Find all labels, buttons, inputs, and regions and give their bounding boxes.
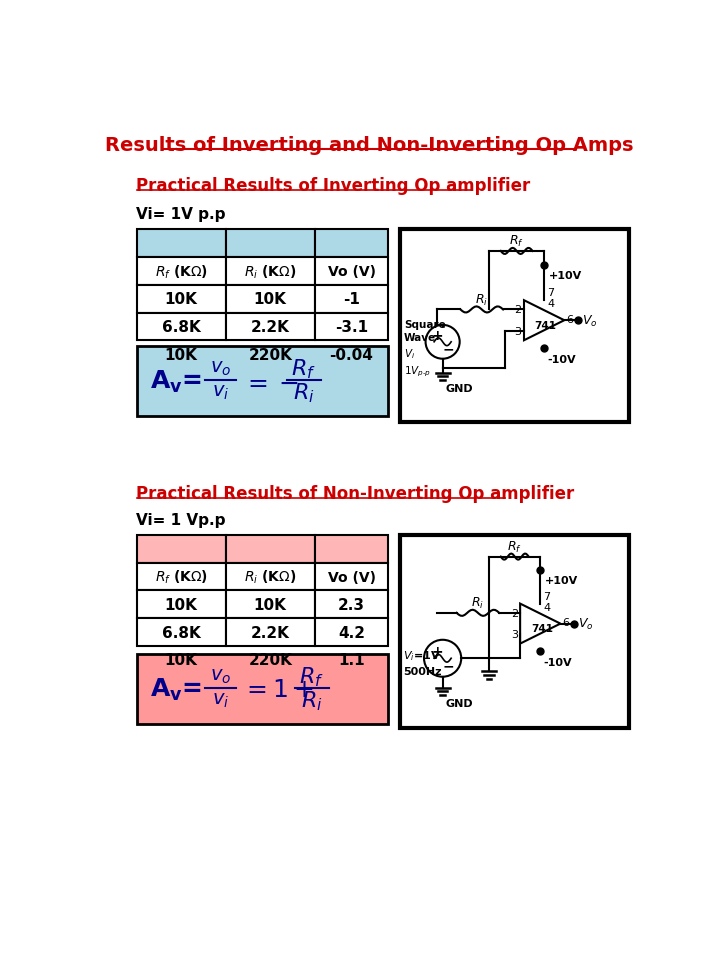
Text: -10V: -10V (547, 355, 576, 364)
Text: +10V: +10V (545, 576, 578, 586)
Text: $R_i$ (K$\Omega$): $R_i$ (K$\Omega$) (244, 263, 297, 280)
Text: $\mathit{v_i}$: $\mathit{v_i}$ (212, 691, 229, 709)
Bar (137, 591, 225, 618)
Text: 2.3: 2.3 (338, 597, 365, 612)
Text: -3.1: -3.1 (335, 320, 368, 334)
Bar (137, 258, 225, 286)
Text: $R_f$: $R_f$ (508, 540, 522, 554)
Text: +: + (431, 328, 443, 342)
Text: 6: 6 (562, 617, 569, 627)
Text: 2.2K: 2.2K (251, 320, 289, 334)
Text: $= -$: $= -$ (243, 369, 300, 393)
Text: $R_f$ (K$\Omega$): $R_f$ (K$\Omega$) (155, 569, 207, 585)
Text: $R_i$ (K$\Omega$): $R_i$ (K$\Omega$) (244, 569, 297, 585)
Text: Vo (V): Vo (V) (328, 265, 376, 279)
Bar (315, 230, 388, 258)
Bar (137, 536, 225, 563)
Bar (225, 258, 315, 286)
Text: 3: 3 (510, 630, 518, 640)
Text: 2: 2 (515, 305, 522, 315)
Text: 6.8K: 6.8K (162, 320, 200, 334)
Text: Vi= 1 Vp.p: Vi= 1 Vp.p (137, 513, 226, 527)
Text: 10K: 10K (165, 597, 197, 612)
Text: -10V: -10V (544, 657, 572, 668)
Text: 741: 741 (531, 624, 553, 634)
Text: GND: GND (446, 699, 473, 708)
Text: 10K: 10K (165, 347, 197, 362)
Text: 220K: 220K (248, 652, 292, 668)
Text: Results of Inverting and Non-Inverting Op Amps: Results of Inverting and Non-Inverting O… (104, 136, 634, 155)
Bar (137, 313, 225, 341)
Bar (315, 258, 388, 286)
Bar (225, 563, 315, 591)
Text: $\mathit{v_o}$: $\mathit{v_o}$ (210, 667, 231, 686)
Text: GND: GND (446, 384, 473, 393)
Bar (225, 591, 315, 618)
Bar (137, 230, 225, 258)
Text: Practical Results of Non-Inverting Op amplifier: Practical Results of Non-Inverting Op am… (137, 484, 575, 502)
Text: Vo (V): Vo (V) (328, 570, 376, 584)
Text: $R_f$: $R_f$ (509, 234, 524, 249)
Text: $\mathbf{A_v}$=: $\mathbf{A_v}$= (150, 368, 202, 394)
Bar (225, 618, 315, 646)
Bar (225, 536, 315, 563)
Bar (400, 536, 629, 728)
Bar (137, 618, 225, 646)
Text: $R_f$ (K$\Omega$): $R_f$ (K$\Omega$) (155, 263, 207, 280)
Text: Vi= 1V p.p: Vi= 1V p.p (137, 207, 226, 222)
Text: 4: 4 (544, 602, 551, 612)
Text: $\mathbf{A_v}$=: $\mathbf{A_v}$= (150, 676, 202, 703)
Text: +10V: +10V (549, 270, 582, 280)
Text: $R_i$: $R_i$ (475, 293, 488, 308)
Text: 6: 6 (566, 314, 573, 325)
Bar (137, 655, 388, 724)
Text: 2.2K: 2.2K (251, 625, 289, 640)
Text: $\mathit{v_i}$: $\mathit{v_i}$ (212, 383, 229, 402)
Text: $\mathit{R_f}$: $\mathit{R_f}$ (300, 665, 324, 688)
Bar (315, 563, 388, 591)
Text: 10K: 10K (165, 652, 197, 668)
Text: 10K: 10K (165, 292, 197, 307)
Text: $V_o$: $V_o$ (582, 313, 598, 328)
Text: -1: -1 (343, 292, 360, 307)
Text: Square
Wave
$V_i$
$1V_{p‑p}$: Square Wave $V_i$ $1V_{p‑p}$ (404, 320, 446, 379)
Bar (137, 347, 388, 417)
Text: Practical Results of Inverting Op amplifier: Practical Results of Inverting Op amplif… (137, 176, 531, 195)
Text: 1.1: 1.1 (338, 652, 365, 668)
Text: $\mathit{R_f}$: $\mathit{R_f}$ (292, 357, 316, 381)
Text: $V_o$: $V_o$ (578, 616, 594, 632)
Text: 10K: 10K (253, 292, 287, 307)
Bar (137, 563, 225, 591)
Text: 7: 7 (544, 591, 551, 601)
Bar (225, 313, 315, 341)
Bar (315, 286, 388, 313)
Text: 4: 4 (547, 299, 554, 309)
Bar (137, 286, 225, 313)
Text: $= 1+$: $= 1+$ (242, 677, 314, 702)
Text: 4.2: 4.2 (338, 625, 365, 640)
Text: −: − (442, 342, 454, 357)
Text: $\mathit{v_o}$: $\mathit{v_o}$ (210, 359, 231, 378)
Text: $\mathit{R_i}$: $\mathit{R_i}$ (301, 689, 323, 712)
Text: 10K: 10K (253, 597, 287, 612)
Text: $R_i$: $R_i$ (472, 596, 485, 610)
Text: +: + (431, 644, 443, 659)
Text: 7: 7 (547, 288, 554, 298)
Bar (400, 230, 629, 422)
Text: 741: 741 (535, 321, 557, 330)
Bar (315, 536, 388, 563)
Bar (315, 313, 388, 341)
Text: 6.8K: 6.8K (162, 625, 200, 640)
Text: 220K: 220K (248, 347, 292, 362)
Text: −: − (442, 659, 454, 672)
Bar (225, 230, 315, 258)
Text: 2: 2 (510, 609, 518, 618)
Bar (315, 618, 388, 646)
Text: $V_i$=1V
500Hz: $V_i$=1V 500Hz (403, 649, 441, 676)
Bar (315, 591, 388, 618)
Text: $\mathit{R_i}$: $\mathit{R_i}$ (293, 382, 315, 405)
Text: 3: 3 (515, 327, 522, 336)
Bar (225, 286, 315, 313)
Text: -0.04: -0.04 (330, 347, 374, 362)
